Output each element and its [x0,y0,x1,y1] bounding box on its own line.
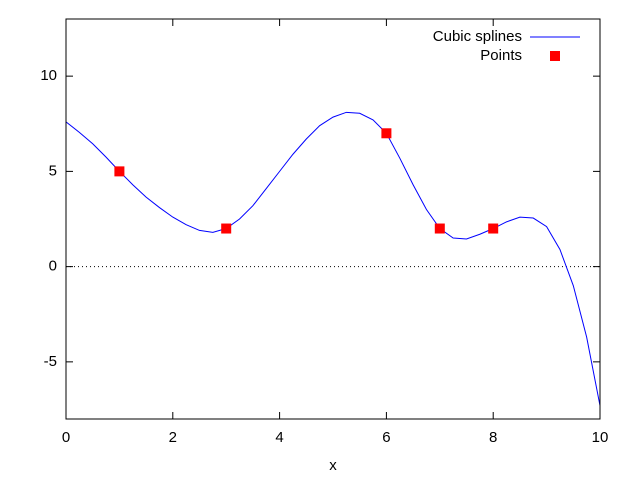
x-tick-label: 2 [169,429,177,446]
x-tick-label: 0 [62,429,70,446]
y-tick-label: 10 [40,67,57,84]
x-axis-label: x [329,457,337,474]
spline-line [65,111,601,406]
legend-marker [550,51,560,61]
legend-label: Cubic splines [433,28,522,45]
x-tick-label: 8 [489,429,497,446]
point [381,128,392,139]
point [488,223,499,234]
point [114,166,125,177]
plot-frame [65,18,601,420]
point [434,223,445,234]
x-tick-label: 10 [592,429,609,446]
y-tick-label: -5 [44,353,57,370]
point [221,223,232,234]
x-tick-label: 6 [382,429,390,446]
x-tick-label: 4 [275,429,283,446]
y-tick-label: 5 [49,162,57,179]
y-tick-label: 0 [49,258,57,275]
legend-label: Points [480,47,522,64]
